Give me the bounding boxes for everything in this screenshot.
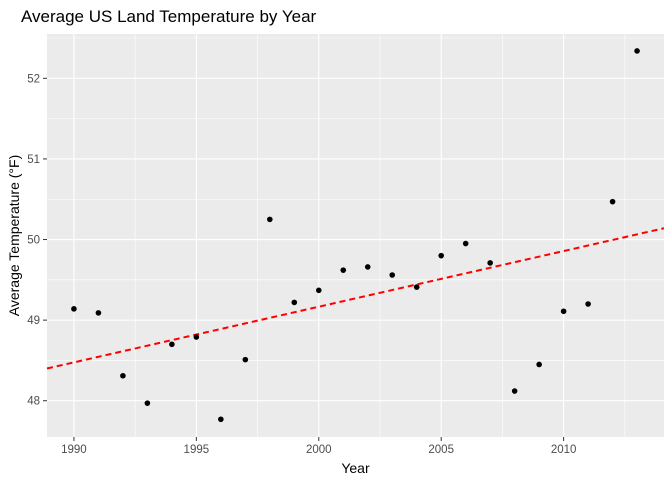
data-point [560, 308, 567, 315]
data-point [634, 48, 640, 54]
data-point [413, 284, 420, 290]
x-tick-label: 1990 [61, 444, 87, 456]
data-point [95, 310, 102, 316]
data-point [585, 301, 591, 307]
x-tick-label: 1995 [184, 444, 210, 456]
x-tick-label: 2005 [428, 444, 454, 456]
data-point [169, 341, 175, 348]
plot-panel [47, 34, 664, 437]
data-point [364, 264, 371, 270]
data-point [71, 306, 77, 312]
data-point [438, 252, 444, 259]
x-tick-label: 2010 [551, 444, 577, 456]
data-point [462, 240, 469, 247]
points-layer [71, 48, 640, 423]
data-point [193, 334, 200, 340]
data-point [487, 260, 493, 266]
major-gridlines [47, 34, 664, 437]
chart-title: Average US Land Temperature by Year [21, 7, 317, 26]
data-point [144, 400, 151, 406]
data-point [218, 416, 224, 423]
trend-layer [46, 227, 665, 370]
y-axis-title: Average Temperature (°F) [6, 155, 22, 317]
y-tick-label: 52 [27, 73, 40, 85]
x-axis-title: Year [341, 460, 370, 476]
data-point [340, 267, 347, 273]
data-point [609, 198, 616, 205]
x-tick-label: 2000 [306, 444, 332, 456]
y-tick-label: 51 [27, 154, 40, 166]
trend-line [46, 227, 665, 370]
data-point [267, 216, 273, 223]
data-point [389, 272, 396, 278]
y-tick-label: 49 [27, 315, 40, 327]
x-axis: 1990 1995 2000 2005 2010 [61, 437, 576, 456]
data-point [120, 372, 126, 379]
y-axis: 48 49 50 51 52 [27, 73, 47, 408]
y-tick-label: 50 [27, 235, 40, 247]
data-point [291, 299, 298, 306]
y-tick-label: 48 [27, 396, 40, 408]
data-point [536, 361, 542, 368]
data-point [315, 287, 322, 294]
data-point [242, 356, 249, 363]
minor-gridlines [47, 34, 664, 437]
data-point [511, 388, 518, 394]
